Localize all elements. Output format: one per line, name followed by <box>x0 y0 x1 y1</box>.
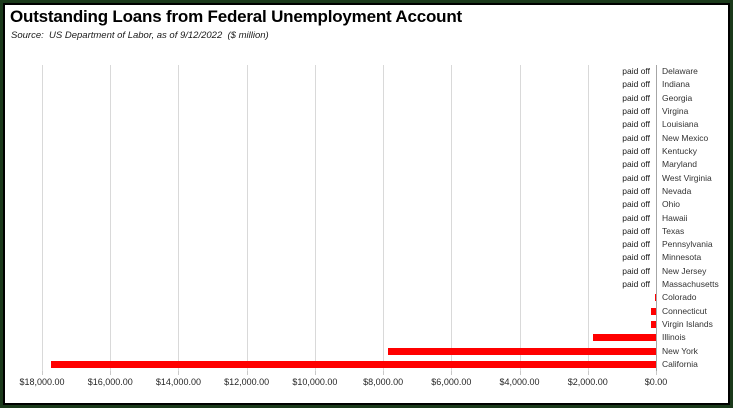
paid-off-label-pennsylvania: paid off <box>622 239 650 250</box>
state-label-hawaii: Hawaii <box>662 212 688 223</box>
x-tick-label-6000: $6,000.00 <box>431 377 472 387</box>
paid-off-label-new-mexico: paid off <box>622 132 650 143</box>
bar-connecticut <box>650 307 656 315</box>
gridline-12000 <box>246 65 248 374</box>
state-label-louisiana: Louisiana <box>662 119 699 130</box>
paid-off-label-texas: paid off <box>622 225 650 236</box>
paid-off-label-massachusetts: paid off <box>622 279 650 290</box>
paid-off-label-nevada: paid off <box>622 185 650 196</box>
gridline-10000 <box>314 65 316 374</box>
paid-off-labels-column: paid off paid off paid off paid off paid off… <box>42 65 650 371</box>
axis-tick-mark <box>383 371 385 375</box>
gridline-4000 <box>519 65 521 374</box>
gridline-16000 <box>110 65 112 374</box>
axis-tick-mark <box>656 371 657 375</box>
axis-tick-mark <box>178 371 180 375</box>
x-tick-label-12000: $12,000.00 <box>224 377 270 387</box>
plot-area <box>42 65 657 375</box>
bars-layer <box>42 65 656 371</box>
paid-off-label-kentucky: paid off <box>622 145 650 156</box>
state-label-virgina: Virgina <box>662 106 689 117</box>
state-label-georgia: Georgia <box>662 92 693 103</box>
state-label-minnesota: Minnesota <box>662 252 702 263</box>
category-axis-line <box>656 65 657 374</box>
paid-off-label-georgia: paid off <box>622 92 650 103</box>
state-label-new-mexico: New Mexico <box>662 132 709 143</box>
axis-tick-mark <box>110 371 112 375</box>
state-label-kentucky: Kentucky <box>662 145 697 156</box>
x-tick-label-8000: $8,000.00 <box>363 377 404 387</box>
state-label-virgin-islands: Virgin Islands <box>662 318 713 329</box>
state-label-delaware: Delaware <box>662 66 698 77</box>
axis-tick-mark <box>42 371 43 375</box>
gridline-18000 <box>42 65 43 374</box>
state-label-illinois: Illinois <box>662 332 686 343</box>
state-label-massachusetts: Massachusetts <box>662 279 719 290</box>
paid-off-label-hawaii: paid off <box>622 212 650 223</box>
gridlines-layer <box>42 65 657 375</box>
paid-off-label-maryland: paid off <box>622 159 650 170</box>
bar-virgin-islands <box>651 320 656 328</box>
gridline-2000 <box>587 65 589 374</box>
paid-off-label-ohio: paid off <box>622 199 650 210</box>
state-label-nevada: Nevada <box>662 185 692 196</box>
bar-colorado <box>654 294 656 302</box>
paid-off-label-west-virginia: paid off <box>622 172 650 183</box>
state-label-california: California <box>662 358 698 369</box>
paid-off-label-new-jersey: paid off <box>622 265 650 276</box>
state-label-colorado: Colorado <box>662 292 697 303</box>
state-label-pennsylvania: Pennsylvania <box>662 239 713 250</box>
axis-tick-mark <box>246 371 248 375</box>
bar-illinois <box>593 334 656 342</box>
axis-tick-mark <box>519 371 521 375</box>
state-label-connecticut: Connecticut <box>662 305 707 316</box>
state-label-texas: Texas <box>662 225 685 236</box>
state-label-maryland: Maryland <box>662 159 697 170</box>
axis-tick-mark <box>314 371 316 375</box>
paid-off-label-indiana: paid off <box>622 79 650 90</box>
bar-california <box>50 360 656 368</box>
chart-title: Outstanding Loans from Federal Unemploym… <box>10 7 462 26</box>
gridline-6000 <box>451 65 453 374</box>
x-tick-label-18000: $18,000.00 <box>19 377 65 387</box>
x-tick-label-16000: $16,000.00 <box>87 377 133 387</box>
x-tick-label-2000: $2,000.00 <box>567 377 608 387</box>
paid-off-label-louisiana: paid off <box>622 119 650 130</box>
axis-tick-mark <box>451 371 453 375</box>
paid-off-label-minnesota: paid off <box>622 252 650 263</box>
state-label-ohio: Ohio <box>662 199 680 210</box>
state-label-indiana: Indiana <box>662 79 690 90</box>
gridline-8000 <box>383 65 385 374</box>
x-tick-label-4000: $4,000.00 <box>499 377 540 387</box>
bar-new-york <box>387 347 656 355</box>
paid-off-label-virgina: paid off <box>622 106 650 117</box>
x-axis-tick-labels: $18,000.00 $16,000.00 $14,000.00 $12,000.00… <box>19 377 667 391</box>
state-label-new-york: New York <box>662 345 698 356</box>
state-label-new-jersey: New Jersey <box>662 265 707 276</box>
state-label-west-virginia: West Virginia <box>662 172 712 183</box>
paid-off-label-delaware: paid off <box>622 66 650 77</box>
chart-source-note: Source: US Department of Labor, as of 9/… <box>11 30 269 41</box>
x-tick-label-0: $0.00 <box>644 377 668 387</box>
state-labels-column: Delaware Indiana Georgia Virgina Louisiana Ne… <box>662 65 730 371</box>
gridline-14000 <box>178 65 180 374</box>
x-tick-label-14000: $14,000.00 <box>155 377 201 387</box>
x-tick-label-10000: $10,000.00 <box>292 377 338 387</box>
axis-tick-mark <box>587 371 589 375</box>
